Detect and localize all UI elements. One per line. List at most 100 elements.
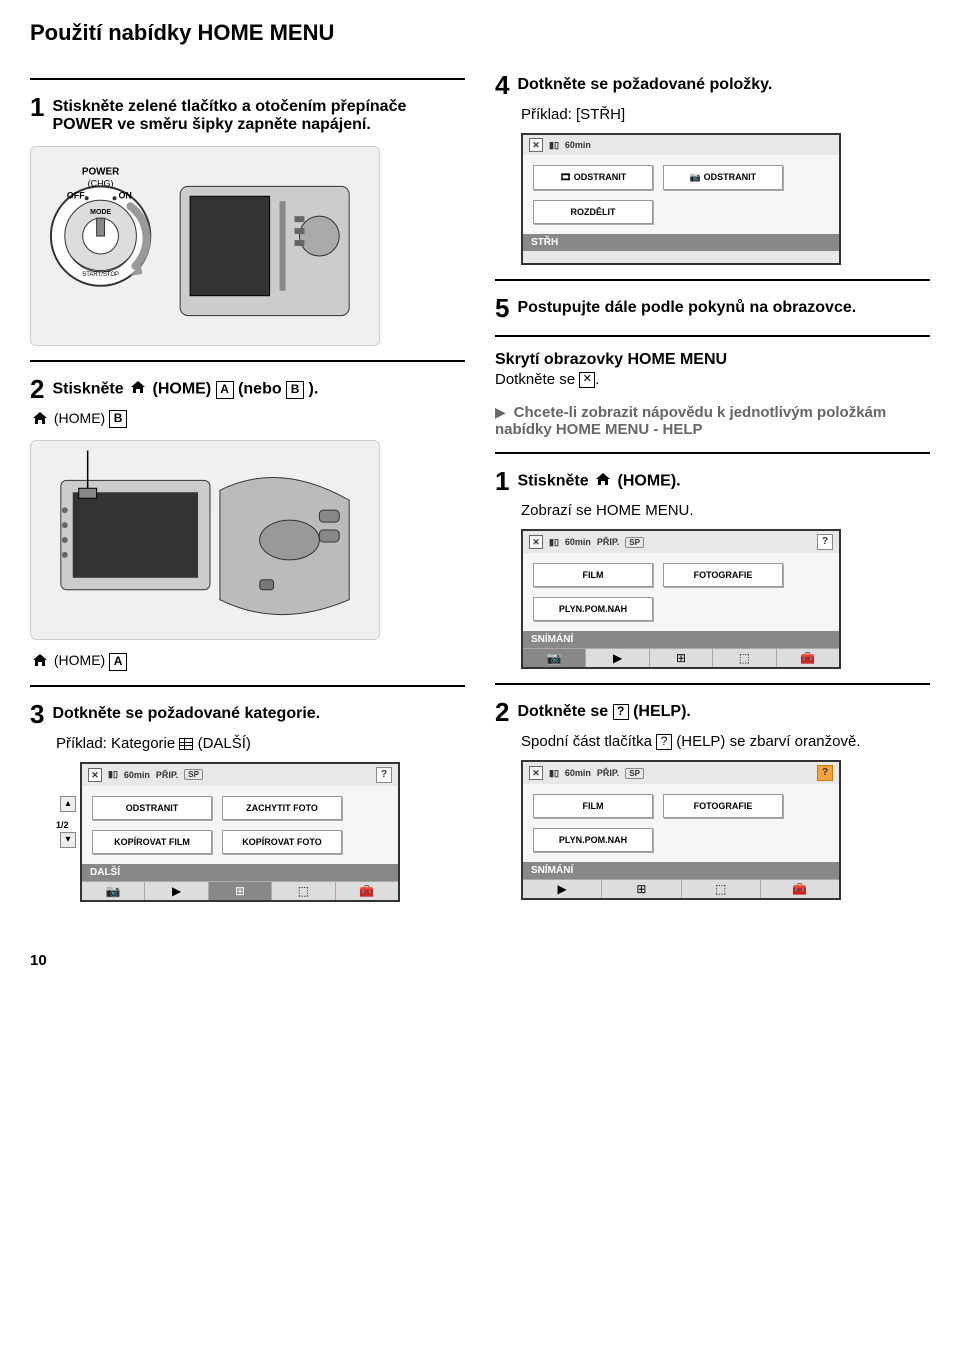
step-1-text: Stiskněte zelené tlačítko a otočením pře… (52, 94, 465, 134)
step-number: 3 (30, 701, 44, 727)
lcd-down-arrow[interactable]: ▾ (60, 832, 76, 848)
lcd-tab[interactable]: ▶ (523, 880, 602, 898)
step-number: 2 (30, 376, 44, 402)
home-icon (130, 380, 146, 399)
step-4: 4 Dotkněte se požadované položky. (495, 72, 930, 98)
lcd-tab[interactable]: ▶ (586, 649, 649, 667)
lcd-close-icon[interactable]: ✕ (529, 138, 543, 152)
right-column: 4 Dotkněte se požadované položky. Příkla… (495, 64, 930, 912)
lcd-tabs: ▶ ⊞ ⬚ 🧰 (523, 879, 839, 898)
lcd-close-icon[interactable]: ✕ (529, 766, 543, 780)
lcd-btn-kopirovat-film[interactable]: KOPÍROVAT FILM (92, 830, 212, 854)
start-stop-label: START/STOP (82, 272, 119, 278)
lcd-btn-film[interactable]: FILM (533, 794, 653, 818)
lcd-sp: SP (625, 768, 644, 779)
lcd-tab[interactable]: 📷 (82, 882, 145, 900)
close-icon: ✕ (579, 372, 595, 388)
lcd-category: SNÍMÁNÍ (523, 631, 839, 648)
lcd-prip: PŘIP. (156, 770, 178, 780)
lcd-tab-active[interactable]: ⊞ (209, 882, 272, 900)
letter-b-box: B (109, 410, 127, 428)
lcd-btn-zachytit-foto[interactable]: ZACHYTIT FOTO (222, 796, 342, 820)
step-1b: 1 Stiskněte (HOME). (495, 468, 930, 494)
lcd-category: STŘH (523, 234, 839, 251)
lcd-help-icon[interactable]: ? (817, 534, 833, 550)
lcd-time: 60min (565, 140, 591, 150)
lcd-tab-active[interactable]: 📷 (523, 649, 586, 667)
step-number: 5 (495, 295, 509, 321)
left-column: 1 Stiskněte zelené tlačítko a otočením p… (30, 64, 465, 912)
lcd-screen-snimani: ✕ ▮▯ 60min PŘIP. SP ? FILM FOTOGRAFIE PL… (521, 529, 841, 669)
lcd-tab[interactable]: ⊞ (602, 880, 681, 898)
step-1: 1 Stiskněte zelené tlačítko a otočením p… (30, 94, 465, 134)
lcd-close-icon[interactable]: ✕ (88, 768, 102, 782)
lcd-time: 60min (565, 768, 591, 778)
lcd-battery-icon: ▮▯ (549, 140, 559, 151)
lcd-btn-fotografie[interactable]: FOTOGRAFIE (663, 563, 783, 587)
lcd-btn-film[interactable]: FILM (533, 563, 653, 587)
lcd-time: 60min (565, 537, 591, 547)
page-number: 10 (30, 952, 930, 969)
lcd-btn-odstranit-film[interactable]: 🎞 ODSTRANIT (533, 165, 653, 190)
home-a-label: (HOME) A (30, 652, 465, 670)
lcd-screen-snimani-orange: ✕ ▮▯ 60min PŘIP. SP ? FILM FOTOGRAFIE PL… (521, 760, 841, 900)
lcd-tab[interactable]: ⊞ (650, 649, 713, 667)
lcd-battery-icon: ▮▯ (549, 768, 559, 779)
step-1b-sub: Zobrazí se HOME MENU. (521, 502, 930, 519)
power-label: POWER (82, 166, 120, 177)
lcd-prip: PŘIP. (597, 768, 619, 778)
step-3: 3 Dotkněte se požadované kategorie. (30, 701, 465, 727)
lcd-btn-fotografie[interactable]: FOTOGRAFIE (663, 794, 783, 818)
lcd-tab[interactable]: ⬚ (713, 649, 776, 667)
step-2b: 2 Dotkněte se ? (HELP). (495, 699, 930, 725)
lcd-up-arrow[interactable]: ▴ (60, 796, 76, 812)
letter-b-box: B (286, 381, 304, 399)
home-icon (595, 472, 611, 491)
lcd-close-icon[interactable]: ✕ (529, 535, 543, 549)
lcd-help-icon-active[interactable]: ? (817, 765, 833, 781)
lcd-btn-plyn-pom-nah[interactable]: PLYN.POM.NAH (533, 828, 653, 852)
step-number: 1 (495, 468, 509, 494)
letter-a-box: A (109, 653, 127, 671)
home-icon (32, 653, 48, 670)
lcd-btn-kopirovat-foto[interactable]: KOPÍROVAT FOTO (222, 830, 342, 854)
lcd-category: SNÍMÁNÍ (523, 862, 839, 879)
lcd-battery-icon: ▮▯ (549, 537, 559, 548)
lcd-sp: SP (184, 769, 203, 780)
step-2-text: Stiskněte (HOME) A (nebo B ). (52, 376, 318, 399)
lcd-tabs: 📷 ▶ ⊞ ⬚ 🧰 (82, 881, 398, 900)
step-number: 1 (30, 94, 44, 120)
lcd-help-icon[interactable]: ? (376, 767, 392, 783)
lcd-time: 60min (124, 770, 150, 780)
step-4-sub: Příklad: [STŘH] (521, 106, 930, 123)
lcd-category: DALŠÍ (82, 864, 398, 881)
step-5: 5 Postupujte dále podle pokynů na obrazo… (495, 295, 930, 321)
step-5-text: Postupujte dále podle pokynů na obrazovc… (517, 295, 856, 317)
lcd-tab[interactable]: ⬚ (682, 880, 761, 898)
on-label: ON (118, 190, 131, 200)
lcd-btn-rozdelit[interactable]: ROZDĚLIT (533, 200, 653, 224)
lcd-tab[interactable]: ▶ (145, 882, 208, 900)
mode-label: MODE (90, 209, 111, 216)
lcd-tab[interactable]: ⬚ (272, 882, 335, 900)
lcd-sp: SP (625, 537, 644, 548)
lcd-btn-odstranit-foto[interactable]: 📷 ODSTRANIT (663, 165, 783, 190)
lcd-tab[interactable]: 🧰 (761, 880, 839, 898)
lcd-btn-odstranit[interactable]: ODSTRANIT (92, 796, 212, 820)
grid-icon (179, 738, 193, 750)
step-2b-text: Dotkněte se ? (HELP). (517, 699, 690, 721)
step-3-text: Dotkněte se požadované kategorie. (52, 701, 320, 723)
step-1b-text: Stiskněte (HOME). (517, 468, 680, 491)
lcd-btn-plyn-pom-nah[interactable]: PLYN.POM.NAH (533, 597, 653, 621)
step-2b-sub: Spodní část tlačítka ? (HELP) se zbarví … (521, 733, 930, 750)
home-b-label: (HOME) B (30, 410, 465, 428)
step-3-sub: Příklad: Kategorie (DALŠÍ) (56, 735, 465, 752)
chg-label: (CHG) (88, 178, 114, 188)
step-2: 2 Stiskněte (HOME) A (nebo B ). (30, 376, 465, 402)
lcd-tab[interactable]: 🧰 (336, 882, 398, 900)
step-number: 2 (495, 699, 509, 725)
hide-home-text: Dotkněte se ✕. (495, 371, 930, 388)
lcd-prip: PŘIP. (597, 537, 619, 547)
lcd-tab[interactable]: 🧰 (777, 649, 839, 667)
lcd-battery-icon: ▮▯ (108, 769, 118, 780)
